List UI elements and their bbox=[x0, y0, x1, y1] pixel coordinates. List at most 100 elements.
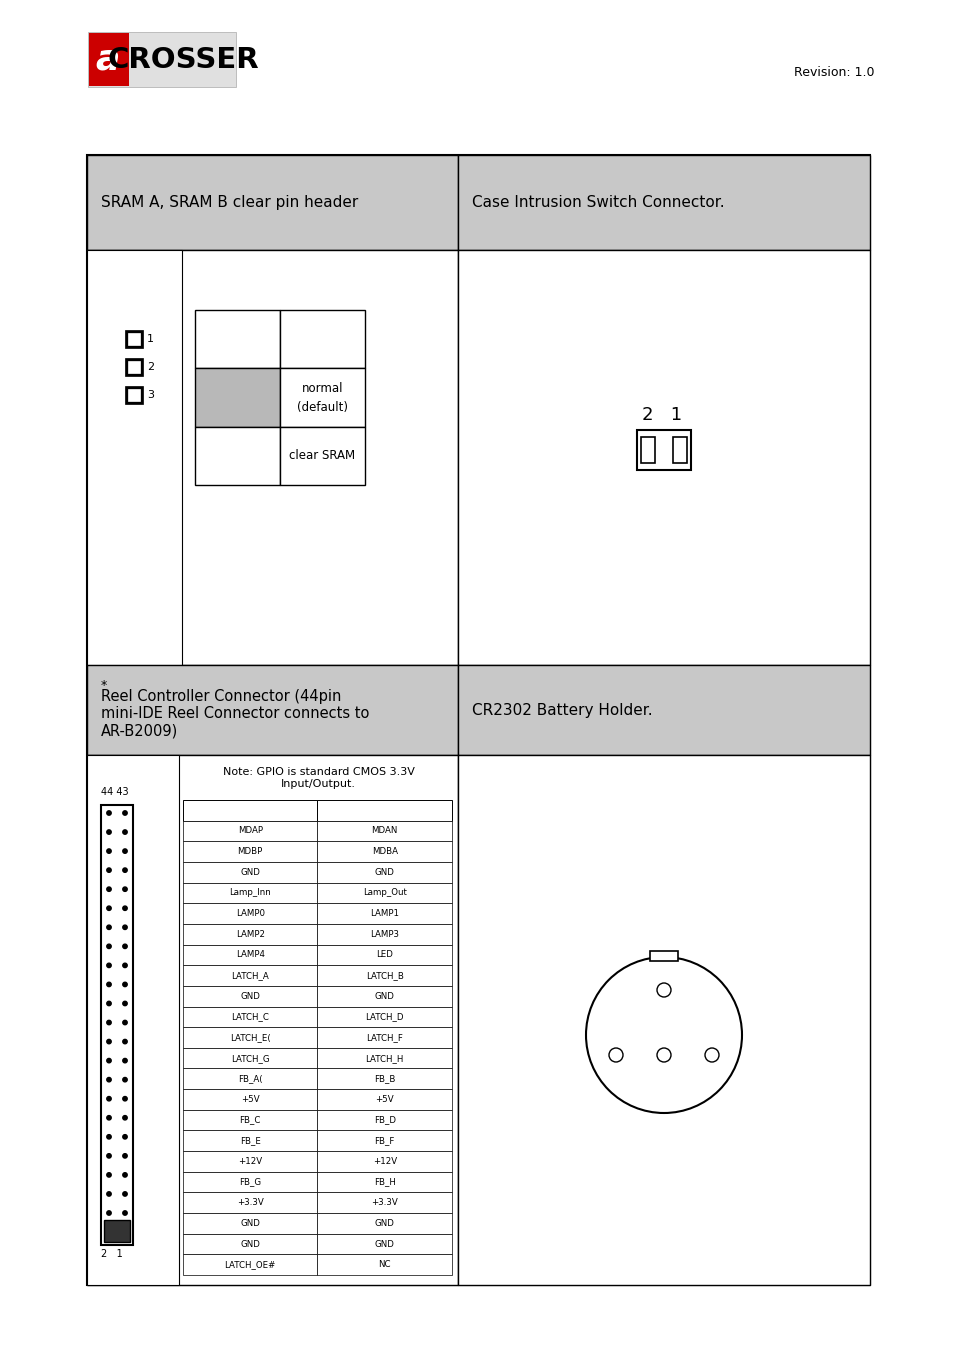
Bar bbox=[183, 965, 317, 986]
Text: 2   1: 2 1 bbox=[101, 1249, 123, 1260]
Text: CR2302 Battery Holder.: CR2302 Battery Holder. bbox=[472, 702, 652, 717]
Bar bbox=[317, 1172, 452, 1192]
Circle shape bbox=[107, 1058, 112, 1062]
Bar bbox=[194, 310, 280, 369]
Bar bbox=[317, 841, 452, 861]
Text: FB_G: FB_G bbox=[239, 1177, 261, 1187]
Circle shape bbox=[123, 1077, 127, 1081]
Bar bbox=[183, 1172, 317, 1192]
Text: GND: GND bbox=[375, 1219, 395, 1228]
Text: LATCH_C: LATCH_C bbox=[231, 1012, 269, 1022]
Bar bbox=[317, 801, 452, 821]
Bar bbox=[317, 821, 452, 841]
Bar bbox=[317, 1007, 452, 1027]
Text: MDBP: MDBP bbox=[237, 848, 263, 856]
Circle shape bbox=[657, 1048, 670, 1062]
Bar bbox=[317, 1234, 452, 1254]
Text: GND: GND bbox=[240, 1239, 260, 1249]
Text: LAMP1: LAMP1 bbox=[370, 909, 399, 918]
Bar bbox=[87, 155, 457, 250]
Bar bbox=[317, 1089, 452, 1110]
Circle shape bbox=[107, 1021, 112, 1025]
Text: clear SRAM: clear SRAM bbox=[289, 450, 355, 462]
Bar bbox=[317, 861, 452, 883]
Bar bbox=[317, 986, 452, 1007]
Text: LED: LED bbox=[375, 950, 393, 960]
Bar bbox=[101, 805, 132, 1245]
Circle shape bbox=[657, 983, 670, 998]
Circle shape bbox=[123, 1002, 127, 1006]
Bar bbox=[317, 945, 452, 965]
Bar bbox=[183, 1048, 317, 1068]
Bar bbox=[89, 32, 129, 86]
Circle shape bbox=[123, 1115, 127, 1120]
Bar bbox=[183, 1007, 317, 1027]
Circle shape bbox=[123, 944, 127, 949]
Bar bbox=[194, 427, 280, 485]
Text: LAMP0: LAMP0 bbox=[235, 909, 265, 918]
Text: Case Intrusion Switch Connector.: Case Intrusion Switch Connector. bbox=[472, 194, 724, 211]
Text: FB_F: FB_F bbox=[375, 1137, 395, 1145]
Text: GND: GND bbox=[375, 992, 395, 1000]
Circle shape bbox=[585, 957, 741, 1112]
Circle shape bbox=[704, 1048, 719, 1062]
Circle shape bbox=[107, 849, 112, 853]
Circle shape bbox=[123, 1021, 127, 1025]
Circle shape bbox=[107, 1173, 112, 1177]
Text: LAMP4: LAMP4 bbox=[235, 950, 265, 960]
Bar bbox=[128, 389, 140, 401]
Text: CROSSER: CROSSER bbox=[107, 46, 258, 73]
Bar bbox=[183, 801, 317, 821]
Text: 2   1: 2 1 bbox=[641, 406, 681, 424]
Circle shape bbox=[123, 1096, 127, 1100]
Text: FB_B: FB_B bbox=[374, 1075, 395, 1083]
Text: LAMP2: LAMP2 bbox=[235, 930, 265, 938]
Text: FB_H: FB_H bbox=[374, 1177, 395, 1187]
Text: LATCH_B: LATCH_B bbox=[365, 971, 403, 980]
Text: FB_C: FB_C bbox=[239, 1115, 261, 1125]
Text: Note: GPIO is standard CMOS 3.3V: Note: GPIO is standard CMOS 3.3V bbox=[222, 767, 414, 778]
Bar bbox=[317, 965, 452, 986]
Text: LATCH_E(: LATCH_E( bbox=[230, 1033, 271, 1042]
Circle shape bbox=[107, 983, 112, 987]
Circle shape bbox=[107, 830, 112, 834]
Text: 1: 1 bbox=[147, 333, 153, 344]
Circle shape bbox=[123, 868, 127, 872]
Text: Reel Controller Connector (44pin
mini-IDE Reel Connector connects to
AR-B2009): Reel Controller Connector (44pin mini-ID… bbox=[101, 688, 369, 738]
Bar bbox=[457, 250, 869, 666]
Text: LATCH_D: LATCH_D bbox=[365, 1012, 403, 1022]
Bar bbox=[183, 841, 317, 861]
Bar bbox=[317, 1068, 452, 1089]
Bar bbox=[183, 883, 317, 903]
Text: Lamp_Out: Lamp_Out bbox=[362, 888, 406, 898]
Circle shape bbox=[123, 830, 127, 834]
Circle shape bbox=[123, 925, 127, 930]
Bar bbox=[183, 861, 317, 883]
Circle shape bbox=[107, 1040, 112, 1044]
Circle shape bbox=[107, 963, 112, 968]
Bar bbox=[317, 903, 452, 923]
Circle shape bbox=[608, 1048, 622, 1062]
Text: Input/Output.: Input/Output. bbox=[281, 779, 355, 788]
Circle shape bbox=[123, 1134, 127, 1139]
Bar bbox=[88, 32, 235, 86]
Bar bbox=[87, 755, 179, 1285]
Bar bbox=[649, 950, 678, 961]
Bar bbox=[183, 1214, 317, 1234]
Bar bbox=[183, 1152, 317, 1172]
Text: +3.3V: +3.3V bbox=[371, 1199, 397, 1207]
Text: NC: NC bbox=[378, 1260, 391, 1269]
Circle shape bbox=[107, 887, 112, 891]
Text: +5V: +5V bbox=[375, 1095, 394, 1104]
Bar bbox=[194, 369, 280, 427]
Text: 3: 3 bbox=[147, 390, 153, 400]
Bar bbox=[128, 360, 140, 373]
Text: Lamp_Inn: Lamp_Inn bbox=[229, 888, 271, 898]
Bar bbox=[125, 386, 143, 404]
Text: a: a bbox=[95, 42, 120, 77]
Text: SRAM A, SRAM B clear pin header: SRAM A, SRAM B clear pin header bbox=[101, 194, 358, 211]
Text: LAMP3: LAMP3 bbox=[370, 930, 399, 938]
Circle shape bbox=[107, 1096, 112, 1100]
Text: Revision: 1.0: Revision: 1.0 bbox=[794, 66, 874, 78]
Text: GND: GND bbox=[240, 1219, 260, 1228]
